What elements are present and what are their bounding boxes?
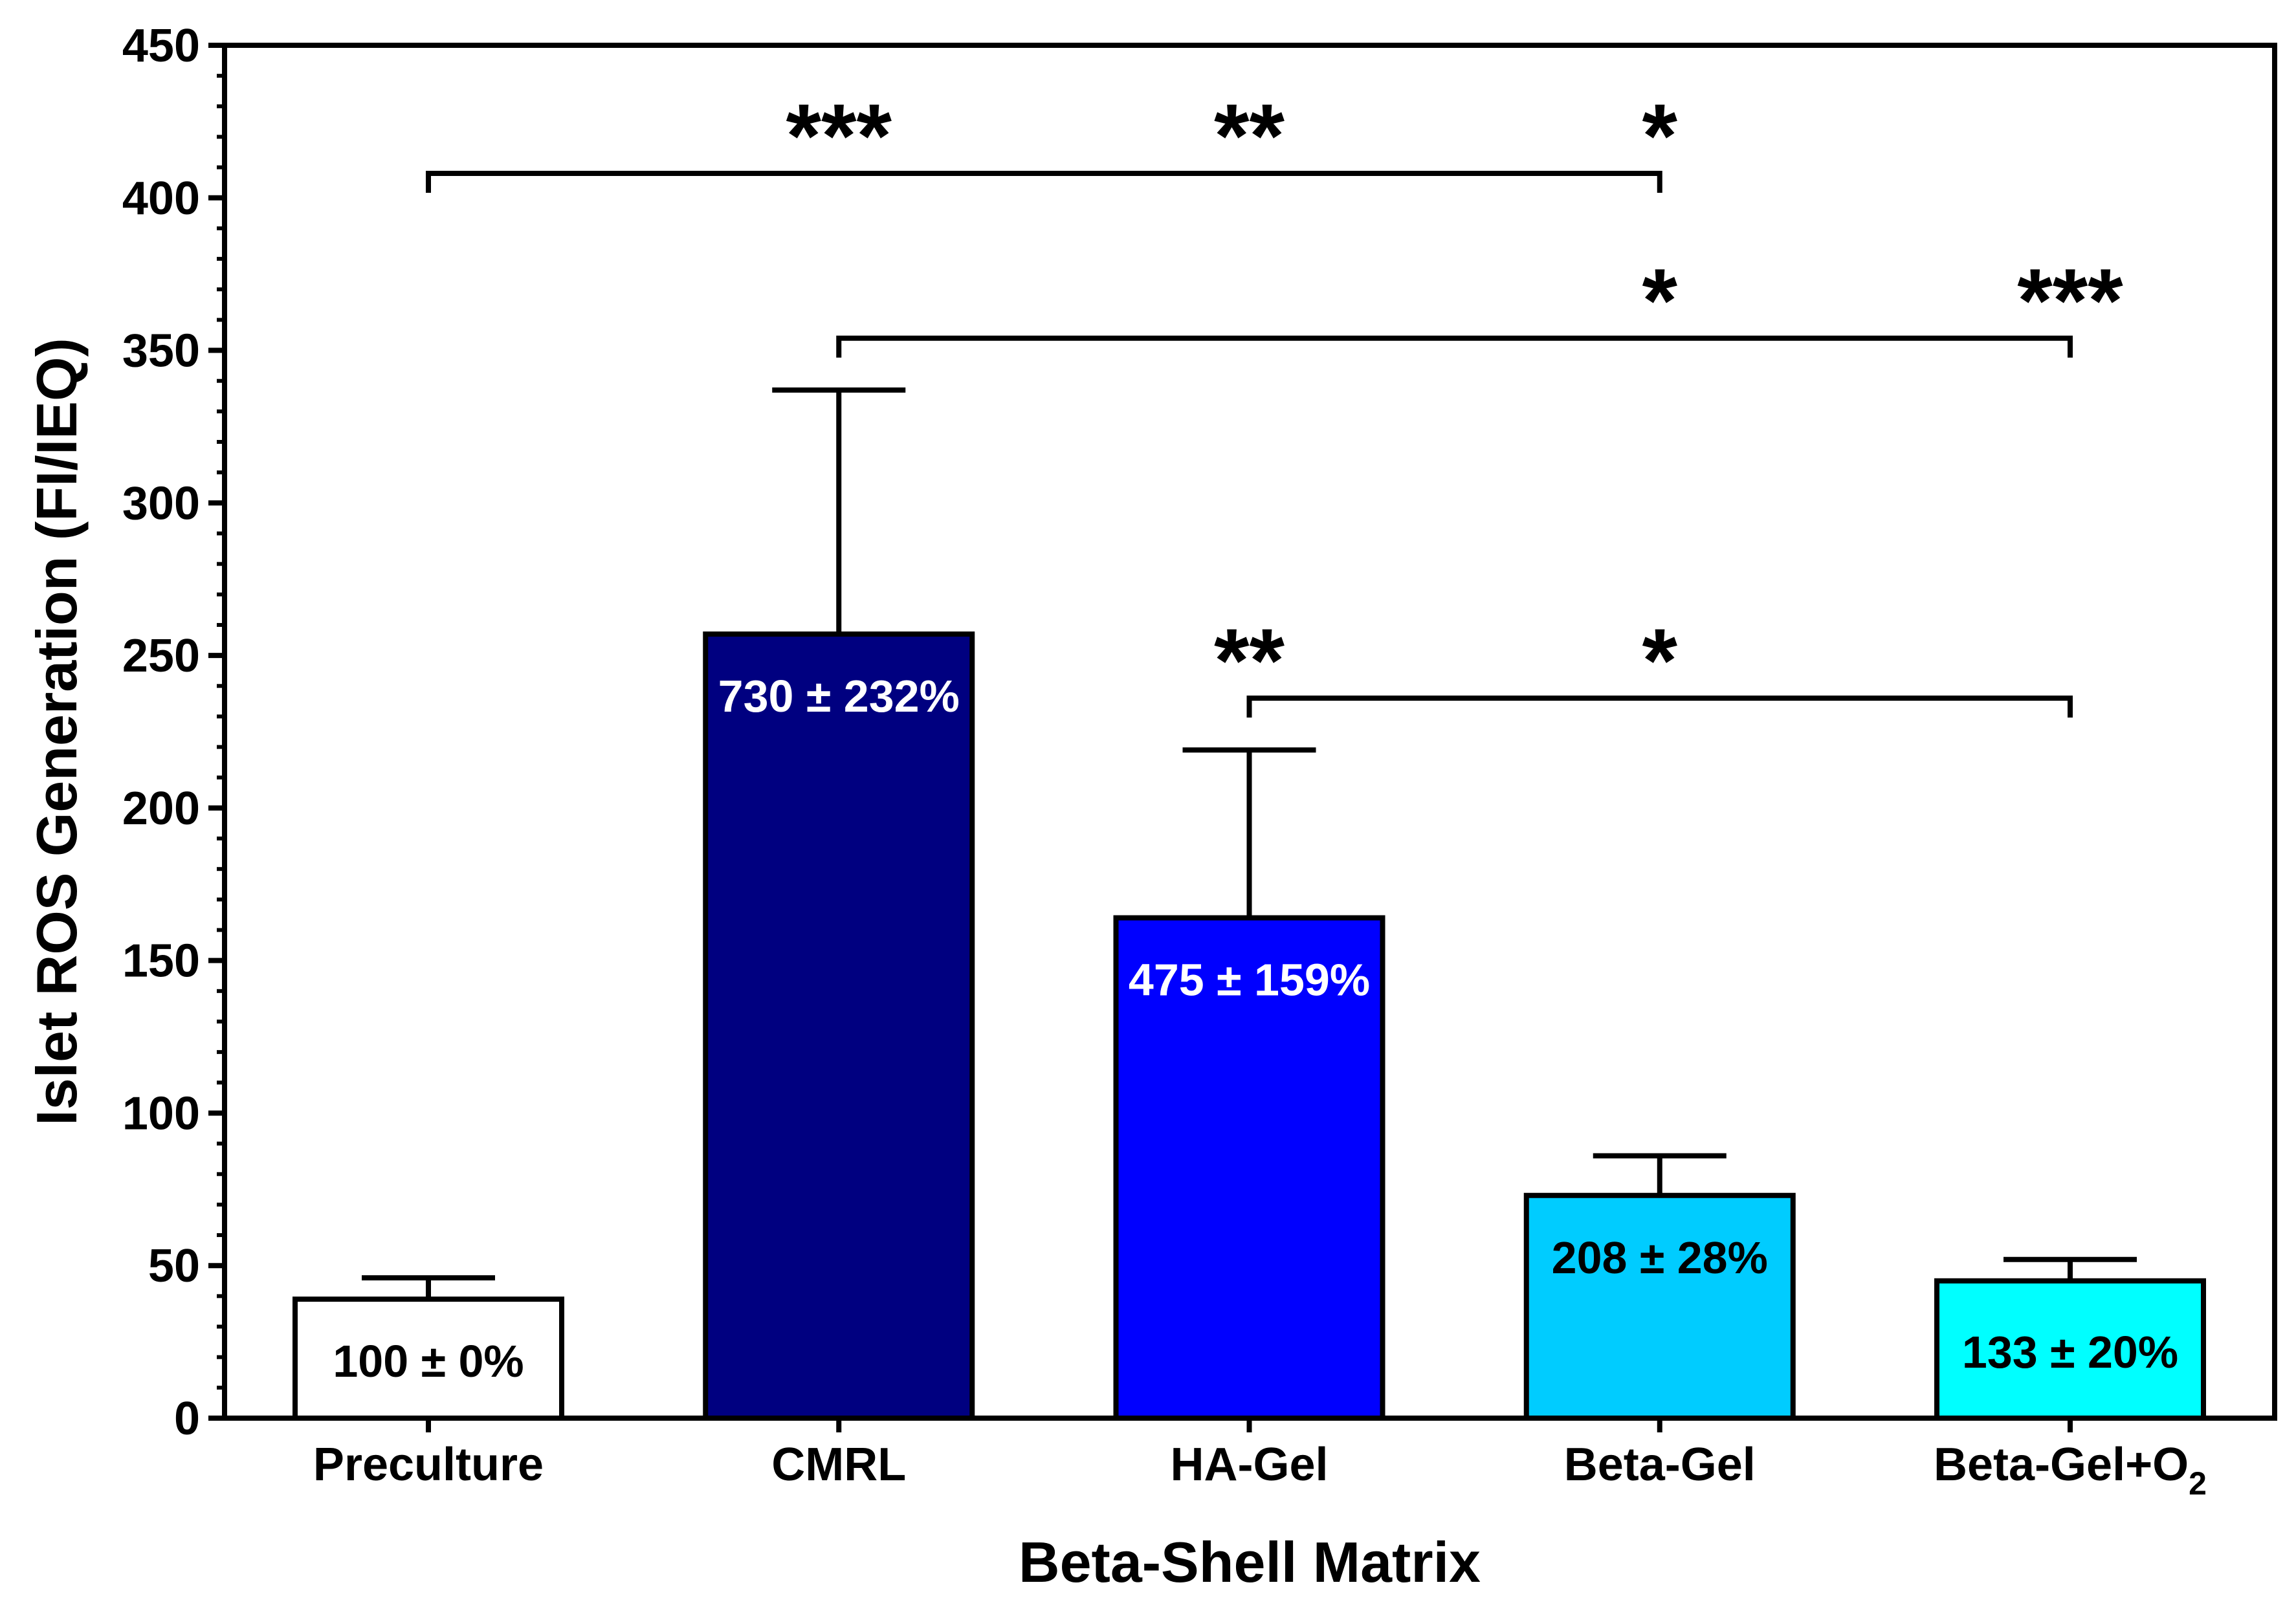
bar-labels-layer: 100 ± 0% 730 ± 232% 475 ± 159% 208 ± 28% 133… xyxy=(333,671,2178,1386)
y-tick-label: 400 xyxy=(122,173,200,224)
y-axis-title: Islet ROS Generation (FI/IEQ) xyxy=(25,338,89,1126)
significance-stars: * xyxy=(1642,609,1678,711)
significance-stars: ** xyxy=(1214,85,1285,186)
x-tick-label-text: CMRL xyxy=(771,1439,906,1491)
x-tick-label-text: Beta-Gel+O xyxy=(1934,1439,2189,1491)
y-tick-label: 50 xyxy=(148,1240,200,1292)
bar-value-label: 730 ± 232% xyxy=(718,671,960,721)
x-axis: Preculture CMRL HA-Gel Beta-Gel Beta-Gel+O2 xyxy=(313,1418,2207,1502)
significance-bracket xyxy=(426,171,1662,193)
significance-bracket xyxy=(836,335,2073,358)
x-tick-label: Preculture xyxy=(313,1439,544,1491)
bar xyxy=(703,631,975,1421)
x-tick-label-text: Beta-Gel xyxy=(1564,1439,1756,1491)
bar-value-label: 208 ± 28% xyxy=(1552,1232,1768,1283)
significance-bracket xyxy=(1246,695,2073,718)
x-tick-label: CMRL xyxy=(771,1439,906,1491)
y-tick-label: 250 xyxy=(122,630,200,682)
bar-value-label: 100 ± 0% xyxy=(333,1336,524,1386)
y-tick-label: 300 xyxy=(122,477,200,529)
y-tick-label: 0 xyxy=(174,1393,200,1445)
significance-stars: ** xyxy=(1214,609,1285,711)
bar xyxy=(1523,1192,1796,1421)
significance-stars: * xyxy=(1642,250,1678,351)
y-tick-label: 200 xyxy=(122,783,200,835)
x-tick-label: Beta-Gel+O2 xyxy=(1934,1439,2207,1502)
y-tick-label: 150 xyxy=(122,936,200,987)
x-tick-label-text: HA-Gel xyxy=(1170,1439,1328,1491)
y-tick-label: 100 xyxy=(122,1088,200,1139)
x-tick-label-text: Preculture xyxy=(313,1439,544,1491)
bar xyxy=(293,1297,564,1421)
bar-value-label: 475 ± 159% xyxy=(1129,955,1370,1005)
y-tick-label: 450 xyxy=(122,20,200,72)
significance-stars: *** xyxy=(2017,250,2123,351)
error-bars-layer xyxy=(362,387,2137,1300)
y-axis: 0 50 100 150 200 250 300 350 400 450 xyxy=(122,20,225,1445)
x-tick-label-subscript: 2 xyxy=(2189,1465,2207,1502)
x-axis-title: Beta-Shell Matrix xyxy=(1019,1530,1481,1594)
significance-stars: * xyxy=(1642,85,1678,186)
x-tick-label: HA-Gel xyxy=(1170,1439,1328,1491)
bar-value-label: 133 ± 20% xyxy=(1962,1327,2178,1377)
significance-stars: *** xyxy=(786,85,892,186)
x-tick-label: Beta-Gel xyxy=(1564,1439,1756,1491)
significance-layer: *** ** ** ***** * xyxy=(426,85,2123,718)
y-tick-label: 350 xyxy=(122,325,200,377)
